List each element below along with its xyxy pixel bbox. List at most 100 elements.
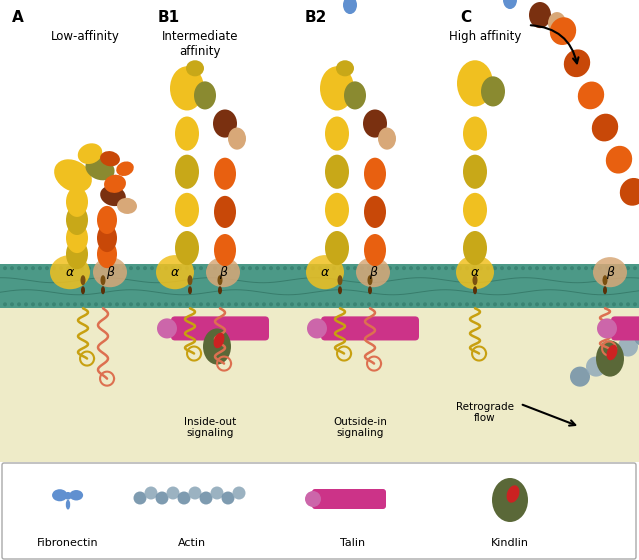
Ellipse shape <box>472 275 477 285</box>
Ellipse shape <box>570 302 574 306</box>
Ellipse shape <box>144 487 157 500</box>
Ellipse shape <box>108 302 112 306</box>
Ellipse shape <box>81 286 85 294</box>
Text: B1: B1 <box>158 10 180 25</box>
Ellipse shape <box>409 302 413 306</box>
Ellipse shape <box>603 275 608 285</box>
Ellipse shape <box>591 302 595 306</box>
Ellipse shape <box>97 224 117 252</box>
Ellipse shape <box>66 500 70 510</box>
Ellipse shape <box>87 302 91 306</box>
Ellipse shape <box>612 266 616 270</box>
Ellipse shape <box>514 266 518 270</box>
Ellipse shape <box>430 302 434 306</box>
Ellipse shape <box>360 302 364 306</box>
Ellipse shape <box>311 302 315 306</box>
Ellipse shape <box>86 157 114 180</box>
Ellipse shape <box>171 266 175 270</box>
Ellipse shape <box>248 302 252 306</box>
Ellipse shape <box>549 302 553 306</box>
FancyBboxPatch shape <box>2 463 636 559</box>
Ellipse shape <box>122 266 126 270</box>
Ellipse shape <box>222 492 235 505</box>
Ellipse shape <box>262 302 266 306</box>
Ellipse shape <box>31 302 35 306</box>
Ellipse shape <box>598 302 602 306</box>
Ellipse shape <box>507 266 511 270</box>
Ellipse shape <box>213 266 217 270</box>
Text: Inside-out
signaling: Inside-out signaling <box>184 417 236 438</box>
Ellipse shape <box>521 266 525 270</box>
Ellipse shape <box>548 12 566 34</box>
Ellipse shape <box>463 116 487 151</box>
Ellipse shape <box>458 302 462 306</box>
Ellipse shape <box>472 302 476 306</box>
Ellipse shape <box>234 302 238 306</box>
Ellipse shape <box>473 286 477 294</box>
Ellipse shape <box>188 286 192 294</box>
Ellipse shape <box>87 266 91 270</box>
Ellipse shape <box>150 266 154 270</box>
Ellipse shape <box>325 155 349 189</box>
Ellipse shape <box>465 266 469 270</box>
Ellipse shape <box>409 266 413 270</box>
Ellipse shape <box>360 266 364 270</box>
Ellipse shape <box>178 492 190 505</box>
Ellipse shape <box>463 155 487 189</box>
Ellipse shape <box>325 231 349 265</box>
Ellipse shape <box>213 109 237 138</box>
Ellipse shape <box>603 286 607 294</box>
Ellipse shape <box>227 302 231 306</box>
Text: Kindlin: Kindlin <box>491 538 529 548</box>
Ellipse shape <box>549 266 553 270</box>
FancyBboxPatch shape <box>312 489 386 509</box>
Ellipse shape <box>38 266 42 270</box>
Ellipse shape <box>577 266 581 270</box>
Ellipse shape <box>129 302 133 306</box>
Ellipse shape <box>456 255 494 290</box>
Ellipse shape <box>210 487 224 500</box>
Text: A: A <box>12 10 24 25</box>
Ellipse shape <box>381 266 385 270</box>
Ellipse shape <box>444 266 448 270</box>
Ellipse shape <box>356 257 390 287</box>
Ellipse shape <box>10 302 14 306</box>
Ellipse shape <box>66 187 88 217</box>
Ellipse shape <box>217 275 222 285</box>
Ellipse shape <box>367 275 373 285</box>
Ellipse shape <box>606 345 617 360</box>
Ellipse shape <box>164 266 168 270</box>
Ellipse shape <box>364 234 386 266</box>
Text: Talin: Talin <box>341 538 366 548</box>
Ellipse shape <box>100 185 126 206</box>
Ellipse shape <box>306 255 344 290</box>
Ellipse shape <box>304 302 308 306</box>
Ellipse shape <box>175 155 199 189</box>
Ellipse shape <box>346 266 350 270</box>
Ellipse shape <box>290 266 294 270</box>
Ellipse shape <box>626 302 630 306</box>
Ellipse shape <box>66 239 88 269</box>
Ellipse shape <box>213 302 217 306</box>
Ellipse shape <box>368 286 372 294</box>
Ellipse shape <box>192 266 196 270</box>
Ellipse shape <box>206 266 210 270</box>
Ellipse shape <box>80 302 84 306</box>
Ellipse shape <box>556 266 560 270</box>
FancyBboxPatch shape <box>611 316 639 340</box>
Ellipse shape <box>97 206 117 234</box>
Ellipse shape <box>157 266 161 270</box>
Ellipse shape <box>500 266 504 270</box>
Ellipse shape <box>307 319 327 338</box>
Ellipse shape <box>101 286 105 294</box>
Ellipse shape <box>220 266 224 270</box>
Ellipse shape <box>94 302 98 306</box>
Ellipse shape <box>213 333 224 348</box>
Ellipse shape <box>276 266 280 270</box>
Ellipse shape <box>451 302 455 306</box>
Text: B2: B2 <box>305 10 327 25</box>
Ellipse shape <box>116 161 134 176</box>
Ellipse shape <box>605 266 609 270</box>
Ellipse shape <box>175 116 199 151</box>
Ellipse shape <box>563 266 567 270</box>
